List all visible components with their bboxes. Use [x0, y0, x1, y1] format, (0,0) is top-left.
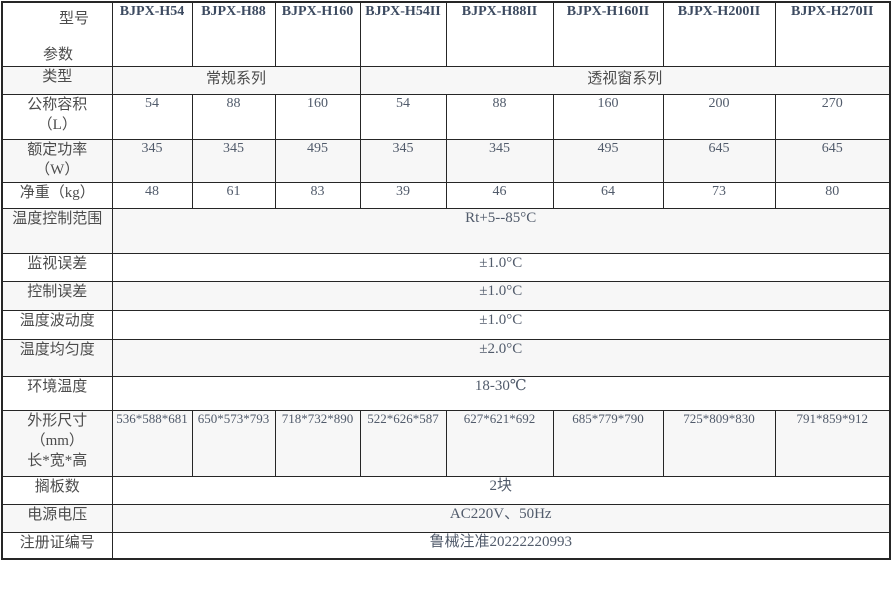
dimension-value: 791*859*912 [774, 409, 891, 477]
model-header: BJPX-H54 [111, 1, 193, 67]
row-label-line: 额定功率 [27, 141, 88, 158]
row-label-line: 外形尺寸 [27, 412, 88, 429]
monitor-error-row: 监视误差 ±1.0°C [1, 252, 891, 282]
row-label-volume: 公称容积 （L） [1, 93, 113, 140]
row-label-weight: 净重（kg） [1, 181, 113, 209]
spec-value: 39 [359, 181, 447, 209]
row-label-fluctuation: 温度波动度 [1, 309, 113, 340]
spec-value: 270 [774, 93, 891, 140]
row-label-unit: （mm） [30, 432, 84, 449]
model-header: BJPX-H200II [662, 1, 776, 67]
row-label-power: 额定功率 （W） [1, 138, 113, 183]
type-group-window: 透视窗系列 [359, 65, 891, 95]
row-label-line: 公称容积 [27, 96, 88, 113]
spec-value: 345 [191, 138, 276, 183]
spec-value: 495 [552, 138, 664, 183]
corner-label-model: 型号 [59, 11, 90, 27]
spec-value: 645 [774, 138, 891, 183]
spec-value: 345 [445, 138, 554, 183]
model-header: BJPX-H160 [274, 1, 361, 67]
spec-table: 型号 参数 BJPX-H54 BJPX-H88 BJPX-H160 BJPX-H… [1, 1, 891, 560]
model-header: BJPX-H270II [774, 1, 891, 67]
type-row: 类型 常规系列 透视窗系列 [1, 65, 891, 95]
spec-value: 54 [359, 93, 447, 140]
volume-row: 公称容积 （L） 54 88 160 54 88 160 200 270 [1, 93, 891, 140]
fluctuation-row: 温度波动度 ±1.0°C [1, 309, 891, 340]
dimension-value: 522*626*587 [359, 409, 447, 477]
dimension-value: 627*621*692 [445, 409, 554, 477]
span-value-temp-range: Rt+5--85°C [111, 207, 891, 254]
spec-value: 345 [111, 138, 193, 183]
spec-value: 46 [445, 181, 554, 209]
span-value-control-error: ±1.0°C [111, 280, 891, 311]
spec-value: 54 [111, 93, 193, 140]
ambient-temp-row: 环境温度 18-30℃ [1, 375, 891, 411]
row-label-voltage: 电源电压 [1, 503, 113, 533]
dimension-value: 725*809*830 [662, 409, 776, 477]
row-label-unit: （W） [35, 161, 80, 178]
temp-range-row: 温度控制范围 Rt+5--85°C [1, 207, 891, 254]
row-label-temp-range: 温度控制范围 [1, 207, 113, 254]
model-header: BJPX-H160II [552, 1, 664, 67]
row-label-ambient-temp: 环境温度 [1, 375, 113, 411]
corner-box: 型号 参数 [3, 3, 111, 64]
spec-value: 83 [274, 181, 361, 209]
control-error-row: 控制误差 ±1.0°C [1, 280, 891, 311]
row-label-uniformity: 温度均匀度 [1, 338, 113, 377]
dimensions-row: 外形尺寸 （mm） 长*宽*高 536*588*681 650*573*793 … [1, 409, 891, 477]
registration-row: 注册证编号 鲁械注准20222220993 [1, 531, 891, 560]
spec-value: 345 [359, 138, 447, 183]
corner-label-param: 参数 [43, 47, 74, 63]
row-label-shelves: 搁板数 [1, 475, 113, 505]
voltage-row: 电源电压 AC220V、50Hz [1, 503, 891, 533]
row-label-dimensions: 外形尺寸 （mm） 长*宽*高 [1, 409, 113, 477]
dimension-value: 685*779*790 [552, 409, 664, 477]
span-value-registration: 鲁械注准20222220993 [111, 531, 891, 560]
spec-value: 160 [552, 93, 664, 140]
spec-value: 48 [111, 181, 193, 209]
uniformity-row: 温度均匀度 ±2.0°C [1, 338, 891, 377]
type-group-regular: 常规系列 [111, 65, 361, 95]
row-label-registration: 注册证编号 [1, 531, 113, 560]
span-value-uniformity: ±2.0°C [111, 338, 891, 377]
header-row: 型号 参数 BJPX-H54 BJPX-H88 BJPX-H160 BJPX-H… [1, 1, 891, 67]
power-row: 额定功率 （W） 345 345 495 345 345 495 645 645 [1, 138, 891, 183]
corner-cell: 型号 参数 [1, 1, 113, 67]
model-header: BJPX-H88 [191, 1, 276, 67]
spec-value: 645 [662, 138, 776, 183]
row-label-monitor-error: 监视误差 [1, 252, 113, 282]
row-label-unit: （L） [37, 116, 77, 133]
dimension-value: 536*588*681 [111, 409, 193, 477]
spec-value: 80 [774, 181, 891, 209]
spec-value: 73 [662, 181, 776, 209]
span-value-voltage: AC220V、50Hz [111, 503, 891, 533]
dimension-value: 650*573*793 [191, 409, 276, 477]
model-header: BJPX-H88II [445, 1, 554, 67]
spec-value: 495 [274, 138, 361, 183]
spec-value: 64 [552, 181, 664, 209]
span-value-fluctuation: ±1.0°C [111, 309, 891, 340]
weight-row: 净重（kg） 48 61 83 39 46 64 73 80 [1, 181, 891, 209]
row-label-type: 类型 [1, 65, 113, 95]
row-label-lwh: 长*宽*高 [27, 452, 88, 469]
span-value-monitor-error: ±1.0°C [111, 252, 891, 282]
spec-value: 200 [662, 93, 776, 140]
span-value-ambient-temp: 18-30℃ [111, 375, 891, 411]
spec-value: 61 [191, 181, 276, 209]
shelves-row: 搁板数 2块 [1, 475, 891, 505]
row-label-control-error: 控制误差 [1, 280, 113, 311]
spec-value: 160 [274, 93, 361, 140]
dimension-value: 718*732*890 [274, 409, 361, 477]
row-label-line: 净重（kg） [19, 184, 95, 201]
span-value-shelves: 2块 [111, 475, 891, 505]
spec-value: 88 [445, 93, 554, 140]
spec-value: 88 [191, 93, 276, 140]
model-header: BJPX-H54II [359, 1, 447, 67]
